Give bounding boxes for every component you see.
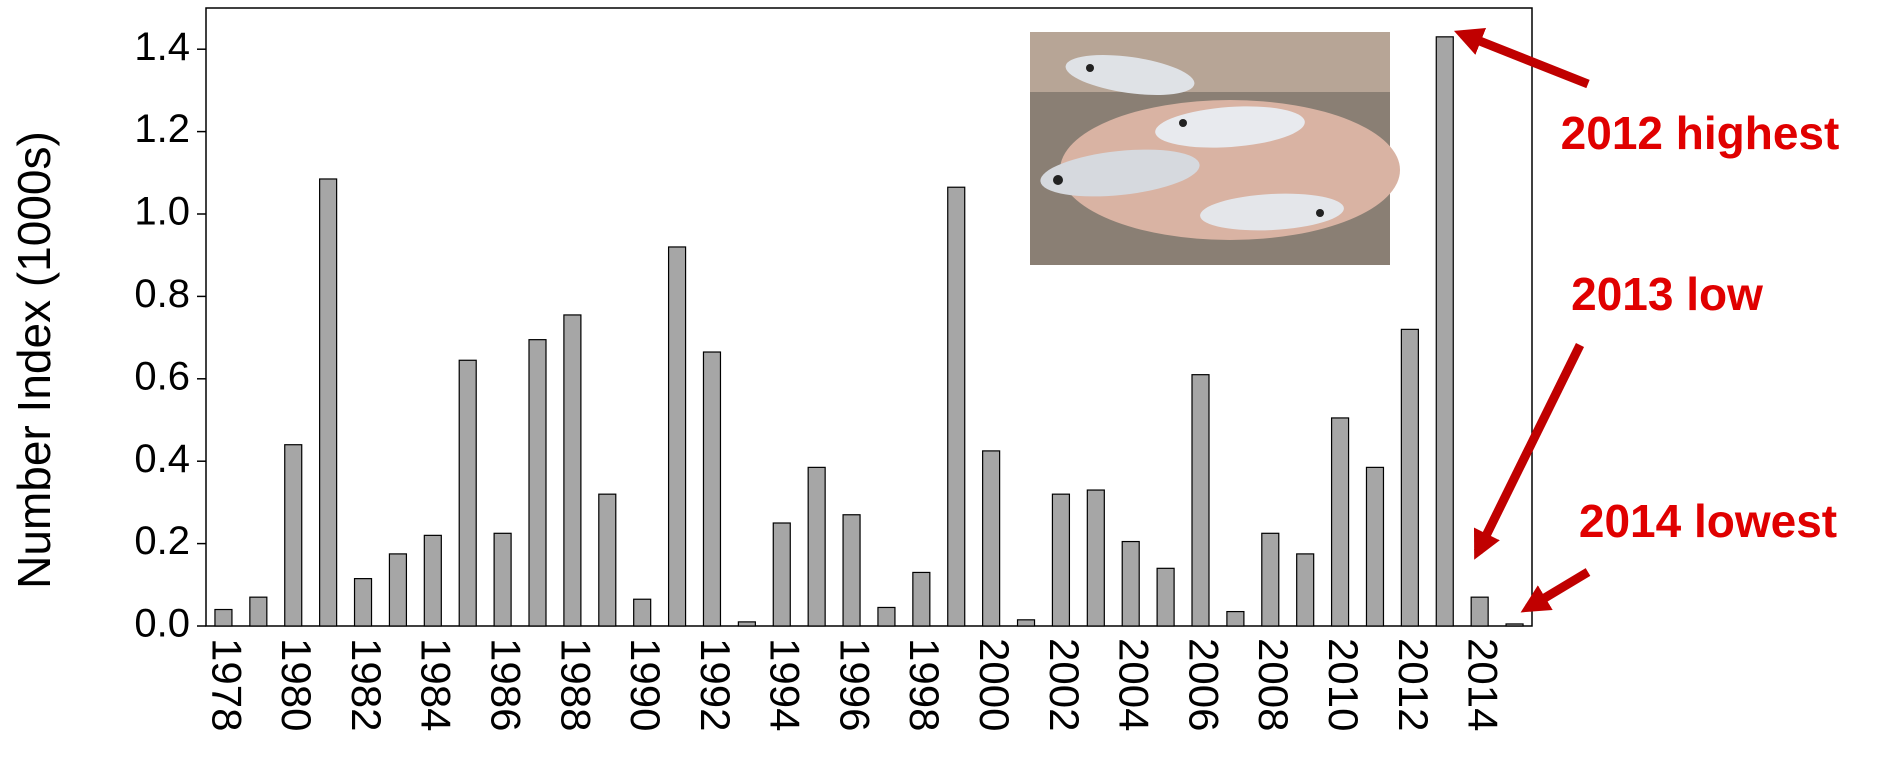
bar [284,444,303,627]
y-axis-label: Number Index (1000s) [8,131,60,589]
bar [1121,540,1140,627]
x-tick-label: 1978 [203,638,250,731]
y-tick-label: 0.8 [134,272,190,316]
x-tick-label: 1990 [622,638,669,731]
x-tick-label: 1998 [901,638,948,731]
bar [772,522,791,627]
bar [982,450,1001,627]
bar [563,314,582,627]
x-tick-label: 2014 [1460,638,1507,731]
bar [458,359,477,627]
bar [1016,619,1036,627]
x-tick-label: 1992 [692,638,739,731]
bar [214,608,233,627]
bar [877,606,896,627]
bar [1296,553,1315,627]
bar [1086,489,1105,627]
y-tick-label: 1.4 [134,25,190,69]
bar [1470,596,1489,627]
y-tick-label: 0.2 [134,519,190,563]
bar [737,621,756,627]
bar [1435,36,1454,627]
y-tick-label: 0.4 [134,437,190,481]
bar [633,598,652,627]
x-tick-label: 1996 [831,638,878,731]
fish-photo [1030,32,1400,265]
bar [388,553,408,627]
bar [702,351,722,627]
y-tick-label: 1.2 [134,107,190,151]
bar [1051,493,1071,627]
x-tick-label: 2012 [1390,638,1437,731]
x-tick-label: 2008 [1250,638,1297,731]
bar [912,571,931,627]
bar [249,596,268,627]
bar [1261,532,1280,627]
annotation: 2012 highest [1561,107,1840,159]
x-tick-label: 2002 [1041,638,1088,731]
bar [598,493,617,627]
bar [319,178,338,627]
x-tick-label: 2006 [1180,638,1227,731]
bar [1365,466,1385,627]
x-tick-label: 1984 [413,638,460,731]
x-tick-label: 1994 [762,638,809,731]
bar [493,532,512,627]
bar [423,534,442,627]
bar [1505,623,1524,627]
annotation-arrows [1453,28,1591,613]
bar [1226,610,1245,627]
bar [1400,328,1419,627]
bar [1156,567,1175,627]
x-tick-label: 1986 [483,638,530,731]
x-tick-label: 1988 [552,638,599,731]
bar [1191,374,1210,627]
y-tick-label: 0.6 [134,354,190,398]
bar [842,514,861,627]
annotation: 2013 low [1571,268,1763,320]
x-tick-label: 1980 [273,638,320,731]
x-tick-label: 2004 [1111,638,1158,731]
y-tick-label: 0.0 [134,602,190,646]
bar [947,186,966,627]
annotation: 2014 lowest [1579,495,1837,547]
x-tick-label: 2000 [971,638,1018,731]
x-tick-label: 1982 [343,638,390,731]
bar [528,339,547,627]
bar [667,246,687,627]
plot-frame [205,7,1533,627]
bar [353,578,373,627]
bar [807,466,826,627]
bar [1330,417,1350,627]
x-tick-label: 2010 [1320,638,1367,731]
y-tick-label: 1.0 [134,190,190,234]
